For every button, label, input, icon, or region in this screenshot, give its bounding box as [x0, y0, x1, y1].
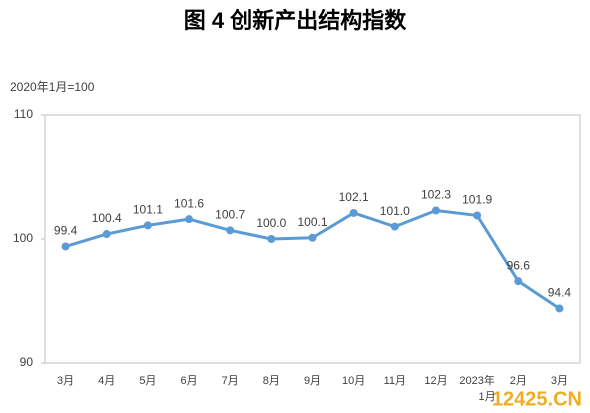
- data-label: 99.4: [54, 224, 78, 238]
- x-tick-label: 8月: [263, 375, 280, 387]
- x-tick-label: 11月: [384, 375, 406, 387]
- chart-title: 图 4 创新产出结构指数: [184, 8, 407, 33]
- marker: [226, 226, 235, 235]
- data-label: 101.6: [174, 196, 204, 210]
- x-tick-label: 10月: [342, 375, 365, 387]
- marker: [349, 208, 358, 217]
- data-label: 101.1: [133, 203, 163, 217]
- marker: [102, 230, 111, 239]
- x-tick-label: 3月: [57, 375, 74, 387]
- marker: [514, 277, 523, 286]
- y-tick-label: 100: [13, 231, 33, 245]
- x-tick-label: 4月: [98, 375, 115, 387]
- x-tick-label: 12月: [424, 375, 447, 387]
- marker: [390, 222, 399, 231]
- data-label: 100.7: [215, 207, 245, 221]
- x-tick-label: 2月: [510, 375, 527, 387]
- marker: [185, 215, 194, 224]
- data-label: 96.6: [507, 258, 531, 272]
- data-label: 102.1: [339, 190, 369, 204]
- data-label: 102.3: [421, 188, 451, 202]
- marker: [61, 242, 70, 251]
- data-label: 100.0: [256, 216, 286, 230]
- marker: [143, 221, 152, 230]
- x-tick-label: 2023年 1月: [459, 373, 495, 403]
- data-label: 100.1: [297, 215, 327, 229]
- x-tick-label: 9月: [304, 375, 321, 387]
- marker: [308, 233, 317, 242]
- data-label: 101.9: [462, 193, 492, 207]
- x-tick-label: 6月: [180, 375, 197, 387]
- watermark: 12425.CN: [492, 388, 582, 410]
- marker: [473, 211, 482, 220]
- x-tick-label: 3月: [551, 375, 568, 387]
- data-label: 101.0: [380, 204, 410, 218]
- y-tick-label: 110: [14, 107, 33, 121]
- x-tick-label: 7月: [222, 375, 239, 387]
- subtitle: 2020年1月=100: [10, 80, 95, 94]
- data-label: 100.4: [92, 211, 122, 225]
- marker: [267, 235, 276, 243]
- y-tick-label: 90: [20, 355, 34, 369]
- x-tick-label: 5月: [139, 375, 156, 387]
- marker: [555, 304, 564, 313]
- marker: [431, 206, 440, 215]
- data-label: 94.4: [548, 286, 572, 300]
